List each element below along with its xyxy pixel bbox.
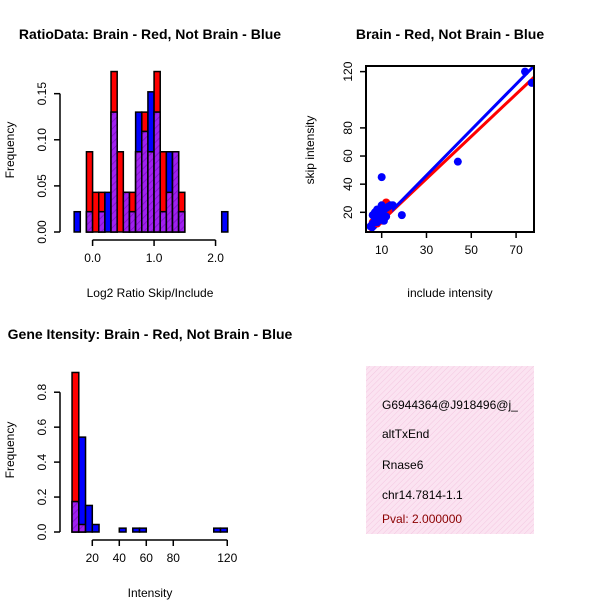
scatter-point-not-brain bbox=[373, 218, 382, 227]
ratio-histogram-x-tick-label: 0.0 bbox=[84, 251, 101, 265]
scatter-point-not-brain bbox=[388, 201, 397, 210]
gene-intensity-bar-not-brain bbox=[91, 523, 100, 533]
ratio-histogram-bar-brain bbox=[116, 151, 125, 233]
ratio-histogram-bars bbox=[73, 70, 229, 233]
ratio-histogram-bar-overlap bbox=[141, 130, 149, 233]
gene-intensity-x-tick-label: 60 bbox=[140, 551, 154, 565]
ratio-histogram-bar-overlap bbox=[128, 210, 137, 233]
scatter-point-not-brain bbox=[379, 216, 388, 225]
scatter-points bbox=[366, 67, 534, 231]
gene-intensity-xlabel: Intensity bbox=[128, 586, 173, 600]
gene-intensity-y-tick-label: 0.0 bbox=[35, 523, 49, 540]
ratio-histogram-bar-overlap bbox=[177, 210, 186, 233]
scatter-point-not-brain bbox=[397, 211, 406, 220]
info-line-junction-id: G6944364@J918496@j_ bbox=[382, 398, 518, 412]
gene-intensity-ylabel: Frequency bbox=[3, 422, 17, 479]
gene-intensity-y-tick-label: 0.6 bbox=[35, 418, 49, 435]
gene-intensity-y-tick-label: 0.2 bbox=[35, 488, 49, 505]
scatter-title: Brain - Red, Not Brain - Blue bbox=[356, 26, 544, 42]
ratio-histogram-bar-not-brain bbox=[220, 210, 229, 233]
gene-intensity-title: Gene Itensity: Brain - Red, Not Brain - … bbox=[8, 326, 293, 342]
gene-intensity-x-tick-label: 120 bbox=[217, 551, 237, 565]
scatter-point-not-brain bbox=[377, 201, 386, 210]
gene-intensity-bar-not-brain bbox=[219, 527, 229, 533]
ratio-histogram-bar-overlap bbox=[147, 151, 155, 233]
ratio-histogram-bar-overlap bbox=[85, 210, 94, 233]
ratio-histogram-y-tick-label: 0.15 bbox=[35, 82, 49, 106]
ratio-histogram-bar-overlap bbox=[97, 210, 106, 233]
info-line-gene: Rnase6 bbox=[382, 458, 424, 472]
info-panel: G6944364@J918496@j_ altTxEnd Rnase6 chr1… bbox=[366, 366, 534, 534]
scatter-x-tick-label: 70 bbox=[509, 243, 523, 257]
ratio-histogram-bar-brain bbox=[91, 191, 100, 233]
intensity-scatter-panel: Brain - Red, Not Brain - Blue 10 30 50 70 20… bbox=[303, 26, 544, 300]
gene-intensity-bar-not-brain bbox=[132, 527, 141, 533]
gene-intensity-histogram-panel: Gene Itensity: Brain - Red, Not Brain - … bbox=[3, 326, 293, 600]
ratio-histogram-bar-overlap bbox=[165, 191, 174, 233]
scatter-xlabel: include intensity bbox=[407, 286, 492, 300]
ratio-histogram-xlabel: Log2 Ratio Skip/Include bbox=[87, 286, 214, 300]
ratio-histogram-ylabel: Frequency bbox=[3, 122, 17, 179]
ratio-histogram-bar-not-brain bbox=[73, 210, 82, 233]
gene-intensity-axes: 20 40 60 80 120 0.0 0.2 0.4 0.6 0.8 bbox=[35, 384, 238, 565]
scatter-y-tick-label: 40 bbox=[341, 177, 355, 191]
gene-intensity-y-tick-label: 0.4 bbox=[35, 453, 49, 470]
ratio-histogram-y-tick-label: 0.05 bbox=[35, 174, 49, 198]
scatter-x-tick-label: 50 bbox=[465, 243, 479, 257]
gene-intensity-bar-not-brain bbox=[138, 527, 148, 533]
ratio-histogram-y-tick-label: 0.00 bbox=[35, 220, 49, 244]
gene-intensity-bar-not-brain bbox=[84, 504, 94, 533]
info-pval: Pval: 2.000000 bbox=[382, 512, 462, 526]
gene-intensity-x-tick-label: 80 bbox=[167, 551, 181, 565]
scatter-point-not-brain bbox=[527, 78, 534, 87]
ratio-histogram-panel: RatioData: Brain - Red, Not Brain - Blue… bbox=[3, 26, 281, 300]
gene-intensity-bar-not-brain bbox=[118, 527, 127, 533]
ratio-histogram-x-tick-label: 1.0 bbox=[146, 251, 163, 265]
ratio-histogram-bar-overlap bbox=[122, 191, 131, 233]
scatter-y-tick-label: 80 bbox=[341, 121, 355, 135]
scatter-point-not-brain bbox=[521, 67, 530, 76]
ratio-histogram-bar-overlap bbox=[134, 151, 143, 233]
gene-intensity-bar-overlap bbox=[71, 500, 80, 533]
info-panel-background bbox=[366, 366, 534, 534]
ratio-histogram-bar-not-brain bbox=[104, 191, 112, 233]
gene-intensity-bar-overlap bbox=[78, 523, 87, 533]
info-line-location: chr14.7814-1.1 bbox=[382, 488, 463, 502]
gene-intensity-bar-not-brain bbox=[78, 436, 87, 533]
ratio-histogram-bar-overlap bbox=[110, 111, 118, 233]
scatter-y-tick-label: 120 bbox=[341, 61, 355, 81]
scatter-x-tick-label: 10 bbox=[375, 243, 389, 257]
scatter-point-not-brain bbox=[377, 173, 386, 182]
scatter-y-tick-label: 60 bbox=[341, 149, 355, 163]
gene-intensity-x-tick-label: 20 bbox=[86, 551, 100, 565]
scatter-axes: 10 30 50 70 20 40 60 80 120 bbox=[341, 61, 523, 257]
gene-intensity-bars bbox=[71, 371, 229, 533]
ratio-histogram-bar-overlap bbox=[171, 151, 180, 233]
ratio-histogram-bar-overlap bbox=[153, 111, 161, 233]
ratio-histogram-axes: 0.0 1.0 2.0 0.00 0.05 0.10 0.15 bbox=[35, 82, 224, 265]
ratio-histogram-bar-overlap bbox=[159, 210, 168, 233]
scatter-ylabel: skip intensity bbox=[303, 116, 317, 185]
ratio-histogram-x-tick-label: 2.0 bbox=[207, 251, 224, 265]
gene-intensity-y-tick-label: 0.8 bbox=[35, 384, 49, 401]
gene-intensity-bar-not-brain bbox=[213, 527, 222, 533]
ratio-histogram-title: RatioData: Brain - Red, Not Brain - Blue bbox=[19, 26, 281, 42]
scatter-point-not-brain bbox=[453, 157, 462, 166]
ratio-histogram-y-tick-label: 0.10 bbox=[35, 128, 49, 152]
scatter-x-tick-label: 30 bbox=[420, 243, 434, 257]
scatter-y-tick-label: 20 bbox=[341, 205, 355, 219]
gene-intensity-x-tick-label: 40 bbox=[113, 551, 127, 565]
info-line-event-type: altTxEnd bbox=[382, 427, 429, 441]
